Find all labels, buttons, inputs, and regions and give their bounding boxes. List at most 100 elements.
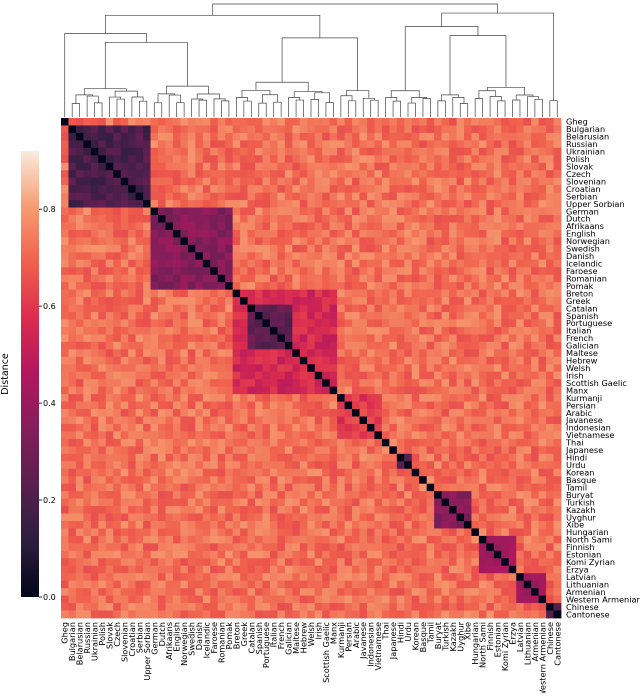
dendrogram-link <box>385 97 398 117</box>
heatmap-cell <box>366 319 375 328</box>
heatmap-cell <box>269 409 278 417</box>
x-tick-label: Icelandic <box>202 622 212 658</box>
heatmap-cell <box>463 595 472 604</box>
heatmap-cell <box>247 297 256 305</box>
heatmap-cell <box>135 461 144 470</box>
heatmap-cell <box>493 341 502 350</box>
heatmap-cell <box>202 274 211 283</box>
heatmap-cell <box>434 297 442 305</box>
heatmap-cell <box>493 244 502 253</box>
heatmap-cell <box>501 356 510 365</box>
heatmap-cell <box>269 326 278 335</box>
heatmap-cell <box>105 125 114 134</box>
heatmap-cell <box>180 132 189 141</box>
heatmap-cell <box>314 162 323 171</box>
heatmap-cell <box>299 416 308 425</box>
heatmap-cell <box>307 259 316 268</box>
heatmap-cell <box>284 416 293 425</box>
heatmap-cell <box>486 319 495 328</box>
heatmap-cell <box>307 244 316 253</box>
heatmap-cell <box>255 371 263 380</box>
heatmap-cell <box>449 304 457 313</box>
heatmap-cell <box>389 304 398 313</box>
heatmap-cell <box>247 580 256 589</box>
heatmap-cell <box>531 588 540 597</box>
heatmap-cell <box>292 528 301 537</box>
heatmap-cell <box>508 409 517 417</box>
heatmap-cell <box>255 185 263 194</box>
heatmap-cell <box>501 431 510 440</box>
heatmap-cell <box>553 244 562 253</box>
heatmap-cell <box>456 603 465 611</box>
heatmap-cell <box>232 453 241 462</box>
heatmap-cell <box>344 356 353 365</box>
heatmap-cell <box>307 162 316 171</box>
heatmap-cell <box>150 319 159 328</box>
heatmap-cell <box>441 349 450 358</box>
heatmap-cell <box>546 192 554 201</box>
heatmap-cell <box>389 423 398 432</box>
heatmap-cell <box>463 543 472 552</box>
heatmap-cell <box>83 610 92 619</box>
heatmap-cell <box>352 535 360 544</box>
heatmap-cell <box>478 603 487 611</box>
heatmap-cell <box>105 252 114 261</box>
heatmap-cell <box>449 118 457 126</box>
heatmap-cell <box>284 274 293 283</box>
heatmap-cell <box>292 446 301 455</box>
heatmap-cell <box>478 312 487 320</box>
heatmap-cell <box>180 476 189 485</box>
heatmap-cell <box>83 237 92 246</box>
y-tick-label: Icelandic <box>566 259 602 269</box>
heatmap-cell <box>396 580 405 589</box>
heatmap-cell <box>329 319 338 328</box>
heatmap-cell <box>508 520 517 529</box>
heatmap-cell <box>531 364 540 373</box>
heatmap-cell <box>329 237 338 246</box>
heatmap-cell <box>419 371 428 380</box>
heatmap-cell <box>546 409 554 417</box>
heatmap-cell <box>419 118 428 126</box>
heatmap-cell <box>471 364 480 373</box>
heatmap-cell <box>113 356 122 365</box>
heatmap-cell <box>195 595 204 604</box>
heatmap-cell <box>441 222 450 231</box>
heatmap-cell <box>269 506 278 514</box>
heatmap-cell <box>307 580 316 589</box>
heatmap-cell <box>255 528 263 537</box>
heatmap-cell <box>284 341 293 350</box>
heatmap-cell <box>411 222 420 231</box>
heatmap-cell <box>523 520 532 529</box>
heatmap-cell <box>195 550 204 559</box>
heatmap-cell <box>337 364 345 373</box>
heatmap-cell <box>299 386 308 395</box>
heatmap-cell <box>120 603 129 611</box>
heatmap-cell <box>404 229 413 238</box>
heatmap-cell <box>404 476 413 485</box>
heatmap-cell <box>277 379 286 388</box>
heatmap-cell <box>449 162 457 171</box>
heatmap-cell <box>411 550 420 559</box>
heatmap-cell <box>337 147 345 156</box>
heatmap-cell <box>98 207 107 216</box>
heatmap-cell <box>255 118 263 126</box>
heatmap-cell <box>553 371 562 380</box>
heatmap-cell <box>83 483 92 492</box>
heatmap-cell <box>463 304 472 313</box>
heatmap-cell <box>105 565 114 574</box>
heatmap-cell <box>269 170 278 179</box>
heatmap-cell <box>172 558 181 567</box>
heatmap-cell <box>352 170 360 179</box>
heatmap-cell <box>113 595 122 604</box>
heatmap-cell <box>255 468 263 477</box>
heatmap-cell <box>143 334 151 343</box>
heatmap-cell <box>210 461 219 470</box>
heatmap-cell <box>493 573 502 582</box>
heatmap-cell <box>374 274 383 283</box>
y-tick-label: English <box>566 229 596 239</box>
heatmap-cell <box>396 468 405 477</box>
heatmap-cell <box>61 603 69 611</box>
heatmap-cell <box>232 588 241 597</box>
heatmap-cell <box>217 200 226 208</box>
y-tick-label: Ukrainian <box>566 147 605 157</box>
